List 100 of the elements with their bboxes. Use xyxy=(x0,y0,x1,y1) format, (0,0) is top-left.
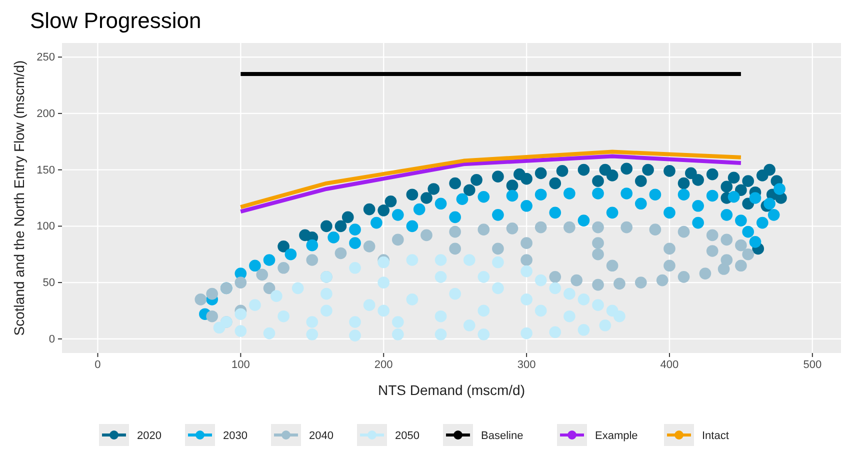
point xyxy=(392,209,404,221)
point xyxy=(256,268,268,281)
x-tick-label: 500 xyxy=(803,358,822,371)
point xyxy=(592,237,604,249)
y-tick-label: 250 xyxy=(36,52,55,64)
point xyxy=(642,164,654,176)
point xyxy=(278,262,290,274)
point xyxy=(420,192,432,204)
point xyxy=(420,229,432,242)
point xyxy=(428,183,440,195)
point xyxy=(449,288,461,300)
point xyxy=(492,209,504,221)
point xyxy=(620,162,633,175)
point xyxy=(194,294,207,306)
point xyxy=(328,232,340,244)
point xyxy=(614,278,626,290)
point xyxy=(706,245,718,257)
point xyxy=(206,288,218,300)
y-tick-label: 200 xyxy=(36,108,55,120)
point xyxy=(434,310,447,322)
point xyxy=(564,310,576,322)
point xyxy=(434,271,447,283)
point xyxy=(520,294,532,306)
point xyxy=(592,278,604,291)
point xyxy=(463,319,476,332)
point xyxy=(206,310,218,322)
x-axis-title: NTS Demand (mscm/d) xyxy=(378,382,526,398)
point xyxy=(678,188,690,201)
point xyxy=(664,242,676,255)
point xyxy=(378,256,390,268)
point xyxy=(378,304,390,317)
point xyxy=(234,276,247,288)
point xyxy=(534,274,547,286)
point xyxy=(606,206,618,219)
point xyxy=(456,193,468,206)
point xyxy=(392,234,404,246)
point xyxy=(306,239,318,252)
point xyxy=(735,184,747,196)
point xyxy=(764,198,776,210)
point xyxy=(742,248,754,260)
point xyxy=(478,224,490,236)
point xyxy=(234,325,247,337)
point xyxy=(592,299,604,311)
point xyxy=(406,188,418,201)
point xyxy=(434,328,447,340)
point xyxy=(363,240,376,252)
point xyxy=(284,248,297,260)
point xyxy=(549,206,562,219)
point xyxy=(470,174,482,186)
point xyxy=(756,216,768,229)
point xyxy=(556,165,568,177)
point xyxy=(349,330,361,342)
x-tick-label: 0 xyxy=(94,358,101,371)
y-axis-title: Scotland and the North Entry Flow (mscm/d) xyxy=(11,60,27,336)
point xyxy=(534,188,547,201)
point xyxy=(349,262,361,274)
point xyxy=(449,226,461,238)
point xyxy=(614,310,626,322)
point xyxy=(720,209,733,221)
point xyxy=(320,220,332,232)
point xyxy=(392,328,404,340)
point xyxy=(334,247,347,260)
legend-label: 2020 xyxy=(137,430,162,442)
y-tick-label: 150 xyxy=(36,164,55,176)
y-tick-label: 100 xyxy=(36,220,55,233)
point xyxy=(599,319,612,332)
point xyxy=(434,254,447,266)
point xyxy=(449,242,461,255)
point xyxy=(392,316,404,328)
point xyxy=(728,172,740,184)
point xyxy=(578,294,590,306)
point xyxy=(320,288,332,300)
point xyxy=(664,260,676,272)
point xyxy=(492,242,504,255)
point xyxy=(656,274,668,286)
point xyxy=(634,198,647,210)
point xyxy=(578,214,590,226)
point xyxy=(664,206,676,219)
point xyxy=(606,260,618,272)
y-tick-label: 50 xyxy=(42,277,55,290)
point xyxy=(649,188,662,201)
point xyxy=(534,221,547,234)
point xyxy=(378,276,390,288)
legend-label: 2040 xyxy=(309,430,334,442)
point xyxy=(278,240,290,252)
point xyxy=(249,260,261,272)
point xyxy=(620,188,633,200)
point xyxy=(692,174,704,186)
point xyxy=(349,316,361,328)
legend-label: 2050 xyxy=(395,430,420,442)
y-tick-label: 0 xyxy=(48,333,55,346)
point xyxy=(320,304,332,317)
point xyxy=(384,195,397,208)
point xyxy=(692,200,704,212)
point xyxy=(692,216,704,229)
point xyxy=(549,177,562,190)
point xyxy=(564,188,576,200)
point xyxy=(706,190,718,202)
x-tick-label: 200 xyxy=(374,358,393,371)
point xyxy=(363,203,376,216)
